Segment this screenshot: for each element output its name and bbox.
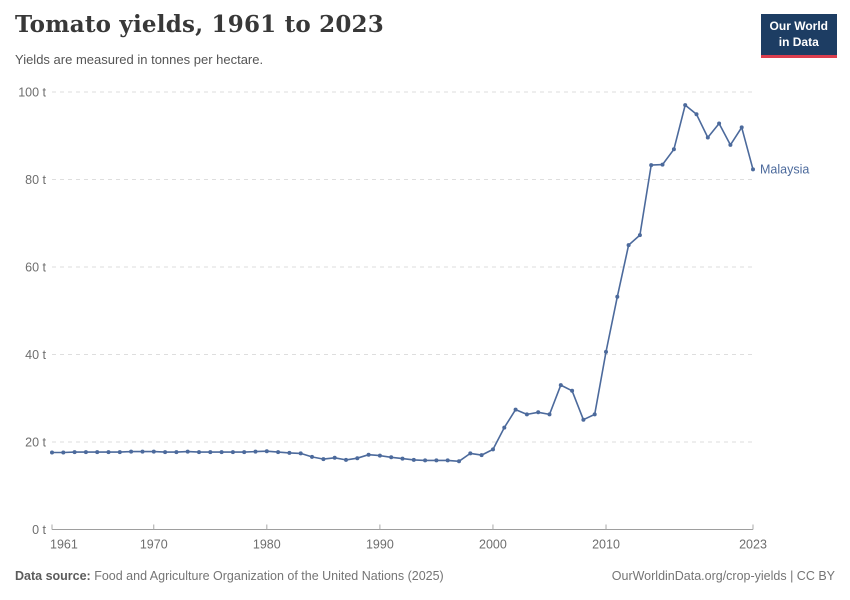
data-point[interactable] bbox=[117, 450, 122, 455]
owid-logo-line1: Our World bbox=[769, 19, 828, 33]
x-tick-label: 1970 bbox=[140, 538, 168, 552]
data-source-text: Food and Agriculture Organization of the… bbox=[90, 569, 444, 583]
data-point[interactable] bbox=[423, 458, 428, 463]
series-line[interactable] bbox=[51, 104, 754, 463]
data-point[interactable] bbox=[61, 450, 66, 455]
data-point[interactable] bbox=[671, 147, 676, 152]
data-point[interactable] bbox=[151, 449, 156, 454]
data-point[interactable] bbox=[276, 450, 281, 455]
data-point[interactable] bbox=[660, 162, 665, 167]
data-point[interactable] bbox=[626, 243, 631, 248]
data-point[interactable] bbox=[479, 453, 484, 458]
data-point[interactable] bbox=[298, 451, 303, 456]
data-point[interactable] bbox=[321, 457, 326, 462]
data-point[interactable] bbox=[502, 425, 507, 430]
data-point[interactable] bbox=[163, 450, 168, 455]
data-point[interactable] bbox=[95, 450, 100, 455]
data-source-note: Data source: Food and Agriculture Organi… bbox=[15, 569, 444, 583]
chart-subtitle: Yields are measured in tonnes per hectar… bbox=[15, 52, 264, 67]
data-point[interactable] bbox=[230, 450, 235, 455]
chart-footer: Data source: Food and Agriculture Organi… bbox=[15, 569, 835, 583]
data-point[interactable] bbox=[400, 456, 405, 461]
data-point[interactable] bbox=[377, 453, 382, 458]
data-point[interactable] bbox=[106, 450, 111, 455]
data-point[interactable] bbox=[129, 449, 134, 454]
data-point[interactable] bbox=[558, 383, 563, 388]
data-point[interactable] bbox=[253, 449, 258, 454]
data-point[interactable] bbox=[739, 125, 744, 130]
y-tick-label: 60 t bbox=[25, 261, 46, 275]
data-point[interactable] bbox=[604, 349, 608, 354]
data-point[interactable] bbox=[457, 459, 461, 464]
y-tick-label: 40 t bbox=[25, 348, 46, 362]
data-point[interactable] bbox=[751, 167, 755, 172]
data-point[interactable] bbox=[513, 407, 518, 412]
data-point[interactable] bbox=[310, 454, 314, 459]
data-point[interactable] bbox=[717, 121, 722, 126]
y-tick-label: 100 t bbox=[18, 86, 46, 100]
data-point[interactable] bbox=[355, 456, 360, 461]
data-point[interactable] bbox=[524, 412, 529, 417]
owid-logo-line2: in Data bbox=[778, 34, 819, 49]
data-point[interactable] bbox=[581, 417, 586, 422]
x-tick-label: 2010 bbox=[592, 538, 620, 552]
data-point[interactable] bbox=[219, 450, 224, 455]
data-point[interactable] bbox=[174, 450, 179, 455]
data-point[interactable] bbox=[242, 450, 247, 455]
data-point[interactable] bbox=[83, 450, 88, 455]
y-tick-label: 80 t bbox=[25, 173, 46, 187]
x-tick-label: 1990 bbox=[366, 538, 394, 552]
data-point[interactable] bbox=[694, 112, 699, 117]
chart-title: Tomato yields, 1961 to 2023 bbox=[15, 11, 384, 38]
data-point[interactable] bbox=[50, 450, 54, 455]
data-point[interactable] bbox=[683, 103, 688, 108]
data-point[interactable] bbox=[389, 455, 394, 460]
data-point[interactable] bbox=[649, 163, 654, 168]
data-source-label: Data source: bbox=[15, 569, 91, 583]
data-point[interactable] bbox=[547, 412, 552, 417]
data-point[interactable] bbox=[705, 135, 710, 140]
data-point[interactable] bbox=[491, 447, 495, 452]
y-tick-label: 20 t bbox=[25, 436, 46, 450]
series-end-label[interactable]: Malaysia bbox=[760, 162, 809, 176]
data-point[interactable] bbox=[185, 449, 190, 454]
data-point[interactable] bbox=[411, 457, 416, 462]
data-point[interactable] bbox=[615, 294, 620, 299]
x-tick-label: 1961 bbox=[50, 538, 78, 552]
data-point[interactable] bbox=[570, 388, 575, 393]
data-point[interactable] bbox=[332, 455, 337, 460]
data-point[interactable] bbox=[434, 458, 439, 463]
data-point[interactable] bbox=[344, 457, 348, 462]
data-point[interactable] bbox=[728, 142, 733, 147]
owid-logo[interactable]: Our World in Data bbox=[760, 14, 837, 59]
data-point[interactable] bbox=[197, 450, 201, 455]
data-point[interactable] bbox=[264, 449, 269, 454]
data-point[interactable] bbox=[637, 233, 642, 238]
data-point[interactable] bbox=[287, 450, 292, 455]
data-point[interactable] bbox=[468, 451, 473, 456]
x-tick-label: 1980 bbox=[253, 538, 281, 552]
data-point[interactable] bbox=[536, 410, 541, 415]
data-point[interactable] bbox=[72, 450, 77, 455]
x-tick-label: 2000 bbox=[479, 538, 507, 552]
x-tick-label: 2023 bbox=[739, 538, 767, 552]
owid-credit-link[interactable]: OurWorldinData.org/crop-yields | CC BY bbox=[611, 569, 835, 583]
data-point[interactable] bbox=[208, 450, 213, 455]
data-point[interactable] bbox=[445, 458, 450, 463]
data-point[interactable] bbox=[366, 452, 371, 457]
data-point[interactable] bbox=[140, 449, 145, 454]
data-point[interactable] bbox=[592, 412, 597, 417]
y-tick-label: 0 t bbox=[32, 523, 46, 537]
